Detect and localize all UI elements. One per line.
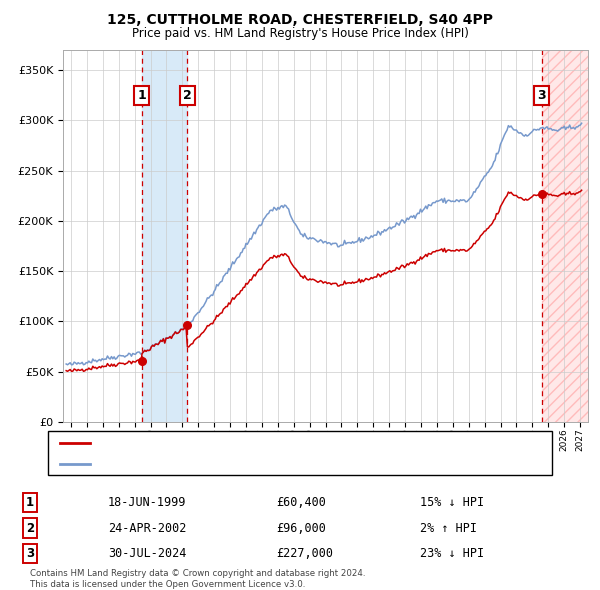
Text: This data is licensed under the Open Government Licence v3.0.: This data is licensed under the Open Gov… [30, 579, 305, 589]
Text: 2: 2 [183, 89, 191, 102]
Text: 30-JUL-2024: 30-JUL-2024 [108, 547, 187, 560]
Text: 125, CUTTHOLME ROAD, CHESTERFIELD, S40 4PP (detached house): 125, CUTTHOLME ROAD, CHESTERFIELD, S40 4… [96, 438, 448, 448]
Text: 125, CUTTHOLME ROAD, CHESTERFIELD, S40 4PP: 125, CUTTHOLME ROAD, CHESTERFIELD, S40 4… [107, 13, 493, 27]
Text: 2% ↑ HPI: 2% ↑ HPI [420, 522, 477, 535]
Bar [142, 50, 187, 422]
Text: 3: 3 [26, 547, 34, 560]
Text: Price paid vs. HM Land Registry's House Price Index (HPI): Price paid vs. HM Land Registry's House … [131, 27, 469, 40]
Text: £96,000: £96,000 [276, 522, 326, 535]
Text: 18-JUN-1999: 18-JUN-1999 [108, 496, 187, 509]
Bar [542, 50, 588, 422]
Text: 15% ↓ HPI: 15% ↓ HPI [420, 496, 484, 509]
Text: HPI: Average price, detached house, Chesterfield: HPI: Average price, detached house, Ches… [96, 459, 352, 469]
Text: 1: 1 [137, 89, 146, 102]
Text: Contains HM Land Registry data © Crown copyright and database right 2024.: Contains HM Land Registry data © Crown c… [30, 569, 365, 578]
Bar [542, 50, 588, 422]
Text: £60,400: £60,400 [276, 496, 326, 509]
Text: 23% ↓ HPI: 23% ↓ HPI [420, 547, 484, 560]
Text: 24-APR-2002: 24-APR-2002 [108, 522, 187, 535]
Text: 1: 1 [26, 496, 34, 509]
Text: 2: 2 [26, 522, 34, 535]
Text: £227,000: £227,000 [276, 547, 333, 560]
Text: 3: 3 [537, 89, 546, 102]
